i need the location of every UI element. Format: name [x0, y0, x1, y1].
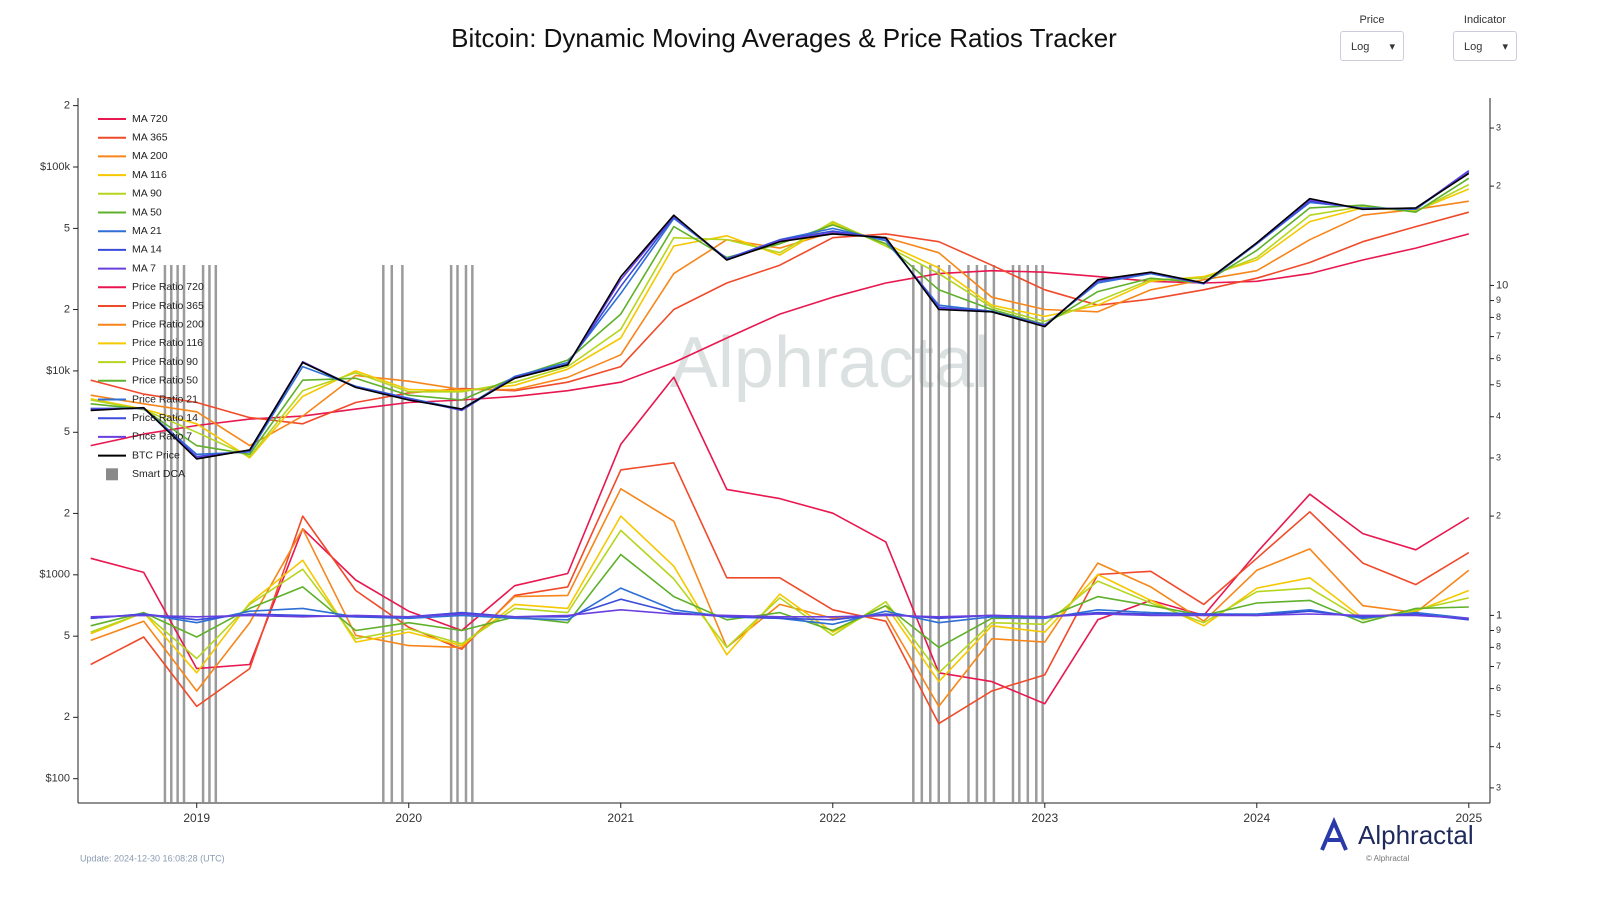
y-tick-label: $100 — [46, 773, 70, 785]
legend-label: MA 50 — [132, 206, 162, 218]
x-tick-label: 2021 — [607, 811, 634, 825]
y-tick-label: $10k — [46, 365, 70, 377]
y2-tick-label: 9 — [1496, 295, 1501, 305]
x-tick-label: 2020 — [395, 811, 422, 825]
x-tick-label: 2023 — [1031, 811, 1058, 825]
ratio-line — [90, 598, 1469, 621]
legend: MA 720 MA 365 MA 200 MA 116 MA 90 MA 50 MA 21 M… — [98, 113, 204, 481]
y2-tick-label: 5 — [1496, 709, 1501, 719]
lines-group — [90, 169, 1470, 725]
price-line — [90, 172, 1470, 460]
x-tick-label: 2019 — [183, 811, 210, 825]
y-tick-label: 2 — [64, 711, 70, 723]
y-tick-label: 2 — [64, 303, 70, 315]
ratio-line — [90, 553, 1469, 649]
ratio-line — [90, 609, 1469, 620]
price-line — [90, 200, 1469, 447]
indicator-scale-dropdown[interactable]: Log — [1453, 31, 1517, 62]
price-line — [90, 211, 1470, 425]
legend-swatch — [106, 468, 118, 481]
price-line — [90, 170, 1470, 456]
y2-tick-label: 1 — [1496, 609, 1502, 621]
y2-tick-label: 3 — [1496, 452, 1501, 462]
y2-tick-label: 6 — [1496, 353, 1501, 363]
brand-logo: Alphractal — [1358, 820, 1474, 850]
x-tick-label: 2025 — [1455, 811, 1482, 825]
y2-tick-label: 4 — [1496, 741, 1501, 751]
y-tick-label: 2 — [64, 507, 70, 519]
legend-label: Price Ratio 14 — [132, 412, 198, 424]
x-tick-label: 2024 — [1243, 811, 1270, 825]
y2-tick-label: 2 — [1496, 510, 1501, 520]
y2-tick-label: 7 — [1496, 331, 1501, 341]
y2-tick-label: 8 — [1496, 312, 1501, 322]
watermark: Alphractal — [670, 323, 990, 403]
y-tick-label: 2 — [64, 100, 70, 112]
x-tick-label: 2022 — [819, 811, 846, 825]
legend-label: MA 200 — [132, 150, 168, 162]
legend-label: Price Ratio 720 — [132, 281, 204, 293]
price-line — [90, 233, 1470, 447]
price-line — [90, 188, 1470, 459]
y2-tick-label: 7 — [1496, 661, 1501, 671]
y-tick-label: $100k — [40, 161, 70, 173]
y-tick-label: 5 — [64, 630, 70, 642]
price-label: Price — [1359, 14, 1385, 26]
legend-label: Price Ratio 90 — [132, 356, 198, 368]
y2-tick-label: 9 — [1496, 625, 1501, 635]
y-tick-label: 5 — [64, 222, 70, 234]
ratio-line — [90, 515, 1470, 683]
legend-label: Price Ratio 365 — [132, 300, 204, 312]
y-tick-label: 5 — [64, 426, 70, 438]
chart-title: Bitcoin: Dynamic Moving Averages & Price… — [451, 23, 1117, 53]
ratio-line — [90, 376, 1470, 705]
y2-tick-label: 2 — [1496, 181, 1501, 191]
price-line — [90, 170, 1470, 459]
y2-tick-label: 3 — [1496, 782, 1501, 792]
y2-tick-label: 4 — [1496, 411, 1501, 421]
price-scale-dropdown[interactable]: Log — [1340, 31, 1404, 62]
update-time: Update: 2024-12-30 16:08:28 (UTC) — [80, 853, 225, 863]
price-line — [90, 177, 1470, 456]
y2-tick-label: 6 — [1496, 683, 1501, 693]
smart-dca-group — [163, 265, 1044, 803]
price-line — [90, 169, 1470, 458]
legend-label: MA 720 — [132, 113, 168, 125]
legend-label: MA 7 — [132, 262, 156, 274]
y2-tick-label: 8 — [1496, 642, 1501, 652]
y-tick-label: $1000 — [39, 569, 70, 581]
legend-label: Price Ratio 50 — [132, 375, 198, 387]
y2-tick-label: 10 — [1496, 279, 1508, 291]
ratio-line — [90, 488, 1470, 708]
legend-label: MA 365 — [132, 131, 168, 143]
legend-label: BTC Price — [132, 449, 180, 461]
ratio-line — [90, 587, 1469, 626]
legend-label: Price Ratio 116 — [132, 337, 203, 349]
y2-tick-label: 3 — [1496, 122, 1501, 132]
copyright: © Alphractal — [1366, 854, 1409, 863]
indicator-label: Indicator — [1463, 14, 1507, 26]
legend-label: Price Ratio 200 — [132, 318, 204, 330]
legend-label: MA 21 — [132, 225, 162, 237]
legend-label: MA 90 — [132, 188, 162, 200]
y2-tick-label: 5 — [1496, 379, 1501, 389]
legend-label: MA 116 — [132, 169, 167, 181]
legend-label: MA 14 — [132, 244, 162, 256]
ratio-line — [90, 462, 1470, 725]
price-line — [90, 183, 1470, 458]
legend-label: Price Ratio 21 — [132, 393, 198, 405]
legend-label: Price Ratio 7 — [132, 431, 192, 443]
logo-icon — [1320, 816, 1348, 851]
ratio-line — [90, 529, 1469, 674]
legend-label: Smart DCA — [132, 468, 185, 480]
